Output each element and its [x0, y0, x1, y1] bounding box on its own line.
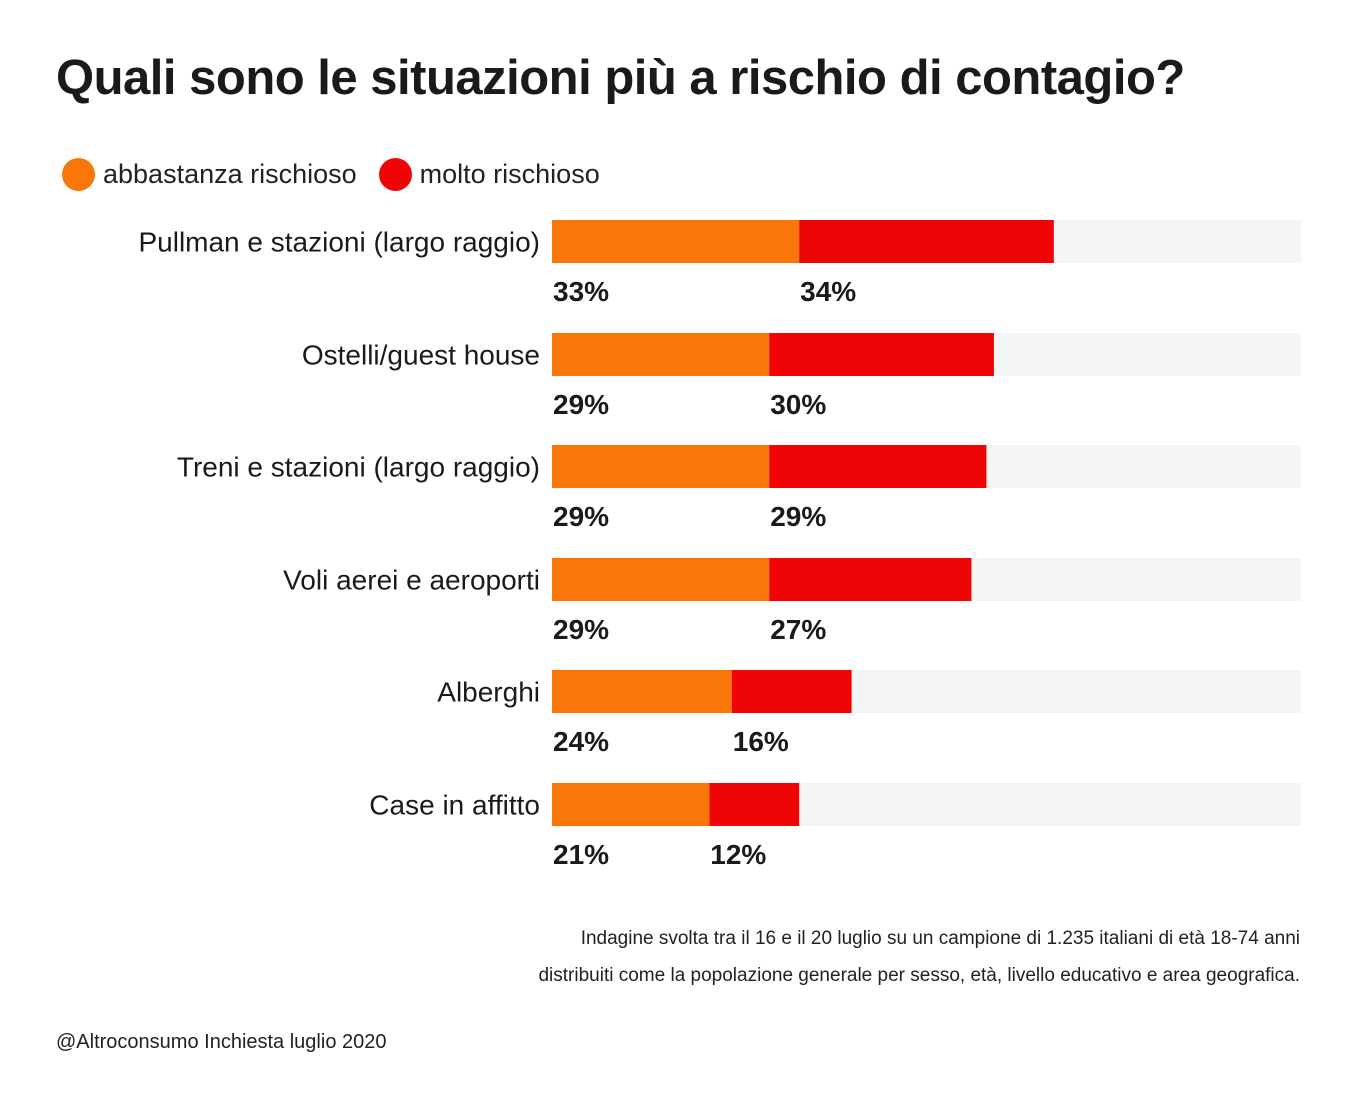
bar-segment-molto [731, 670, 852, 713]
bar-segment-molto [769, 333, 994, 376]
value-label-abbastanza: 21% [553, 839, 609, 870]
value-label-molto: 12% [710, 839, 766, 870]
survey-note: Indagine svolta tra il 16 e il 20 luglio… [538, 920, 1300, 994]
bar-segment-abbastanza [552, 783, 710, 826]
value-label-molto: 30% [770, 389, 826, 420]
category-label: Treni e stazioni (largo raggio) [177, 452, 540, 483]
bar-segment-abbastanza [552, 220, 800, 263]
bar-segment-molto [769, 445, 987, 488]
legend-item-abbastanza: abbastanza rischioso [62, 158, 357, 191]
value-label-abbastanza: 29% [553, 614, 609, 645]
value-label-molto: 27% [770, 614, 826, 645]
category-label: Case in affitto [369, 790, 540, 821]
legend: abbastanza rischioso molto rischioso [62, 158, 622, 191]
legend-label-molto: molto rischioso [419, 159, 600, 189]
survey-note-line-1: Indagine svolta tra il 16 e il 20 luglio… [580, 928, 1300, 949]
category-label: Ostelli/guest house [302, 340, 540, 371]
legend-label-abbastanza: abbastanza rischioso [103, 159, 357, 189]
stacked-bar-chart: Pullman e stazioni (largo raggio) 33% 34% O… [138, 220, 1301, 870]
category-label: Alberghi [437, 677, 540, 708]
category-label: Voli aerei e aeroporti [283, 565, 540, 596]
bar-segment-abbastanza [552, 445, 770, 488]
chart-title: Quali sono le situazioni più a rischio d… [56, 51, 1185, 105]
survey-note-line-2: distribuiti come la popolazione generale… [538, 965, 1300, 986]
bar-segment-abbastanza [552, 333, 770, 376]
source-credit: @Altroconsumo Inchiesta luglio 2020 [56, 1031, 387, 1053]
value-label-molto: 16% [733, 726, 789, 757]
category-label: Pullman e stazioni (largo raggio) [138, 227, 540, 258]
value-label-abbastanza: 24% [553, 726, 609, 757]
value-label-molto: 29% [770, 501, 826, 532]
bar-segment-abbastanza [552, 670, 732, 713]
legend-swatch-orange [62, 158, 95, 191]
value-label-molto: 34% [800, 276, 856, 307]
legend-swatch-red [378, 158, 412, 191]
legend-item-molto: molto rischioso [378, 158, 600, 191]
bar-segment-molto [769, 558, 972, 601]
bar-segment-abbastanza [552, 558, 770, 601]
value-label-abbastanza: 29% [553, 389, 609, 420]
bar-segment-molto [799, 220, 1054, 263]
bar-segment-molto [709, 783, 800, 826]
value-label-abbastanza: 33% [553, 276, 609, 307]
value-label-abbastanza: 29% [553, 501, 609, 532]
